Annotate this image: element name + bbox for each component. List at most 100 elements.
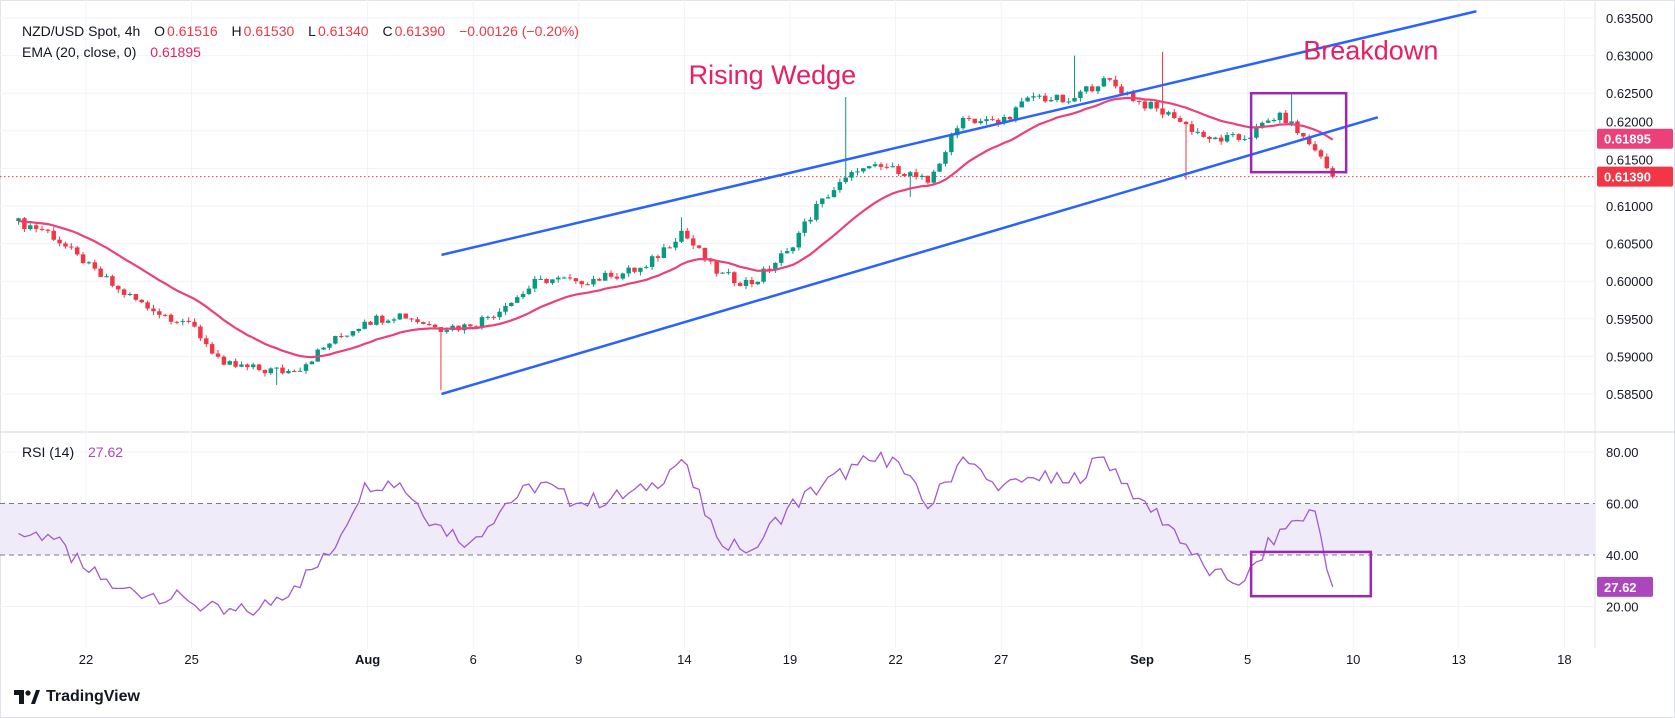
candle-down <box>174 321 180 323</box>
candle-up <box>872 164 878 167</box>
rsi-tick-label: 80.00 <box>1606 445 1639 460</box>
change-value: −0.00126 (−0.20%) <box>459 23 579 39</box>
candle-down <box>1324 156 1330 169</box>
price-tick-label: 0.58500 <box>1606 387 1653 402</box>
x-tick-label: 6 <box>470 652 477 667</box>
candle-up <box>526 288 532 294</box>
candle-up <box>1148 101 1154 109</box>
low-value: 0.61340 <box>317 23 369 39</box>
candle-down <box>608 272 614 277</box>
candle-up <box>984 119 989 122</box>
candle-up <box>1025 97 1030 102</box>
candle-up <box>561 277 567 279</box>
candle-up <box>391 319 397 321</box>
candle-up <box>180 320 186 322</box>
candle-down <box>33 225 39 229</box>
candle-up <box>849 172 854 178</box>
candle-down <box>221 356 227 365</box>
x-tick-label: 13 <box>1452 652 1466 667</box>
candle-down <box>544 278 549 284</box>
candle-down <box>685 230 690 239</box>
candle-up <box>661 247 667 258</box>
x-tick-label: 10 <box>1346 652 1360 667</box>
candle-up <box>673 241 678 248</box>
candle-down <box>702 247 708 261</box>
rising-wedge-label: Rising Wedge <box>689 60 857 90</box>
candle-down <box>1183 121 1189 125</box>
candle-down <box>1042 95 1048 102</box>
candle-up <box>239 364 244 367</box>
price-tick-label: 0.60500 <box>1606 237 1653 252</box>
candle-down <box>714 261 719 274</box>
candle-down <box>597 279 602 281</box>
candle-up <box>1048 100 1054 102</box>
candle-up <box>1019 101 1024 108</box>
close-label: C <box>382 23 393 39</box>
candle-down <box>902 173 907 177</box>
candle-down <box>57 239 62 244</box>
candle-up <box>485 316 491 318</box>
breakdown-box <box>1249 91 1348 174</box>
candle-down <box>1312 144 1318 151</box>
candle-down <box>245 364 250 368</box>
candle-up <box>626 267 631 274</box>
candle-up <box>761 268 766 282</box>
candle-up <box>949 135 954 153</box>
price-tick-label: 0.61000 <box>1606 199 1653 214</box>
candle-up <box>1224 134 1230 142</box>
high-value: 0.61530 <box>243 23 295 39</box>
candle-up <box>1195 131 1200 133</box>
candle-up <box>1037 95 1042 97</box>
candle-down <box>292 371 297 373</box>
candle-down <box>1236 134 1242 140</box>
candle-up <box>937 163 942 172</box>
candle-up <box>344 335 350 337</box>
tradingview-icon <box>14 690 40 704</box>
candle-down <box>69 246 74 248</box>
candle-up <box>908 172 913 177</box>
rsi-legend: RSI (14) 27.62 <box>22 444 125 460</box>
x-tick-label: 18 <box>1557 652 1571 667</box>
candle-down <box>338 336 344 338</box>
tradingview-logo[interactable]: TradingView <box>14 688 140 706</box>
candle-up <box>954 128 960 136</box>
candle-down <box>1207 136 1212 140</box>
candle-up <box>1230 134 1236 136</box>
candle-down <box>1295 121 1300 134</box>
x-tick-label: 22 <box>79 652 93 667</box>
candle-up <box>1289 121 1294 124</box>
candle-down <box>280 367 285 374</box>
candle-down <box>368 321 373 325</box>
candle-down <box>696 245 702 248</box>
candle-down <box>116 285 121 290</box>
candle-down <box>415 319 420 323</box>
candle-down <box>39 228 45 230</box>
low-label: L <box>308 23 316 39</box>
candle-down <box>215 353 221 357</box>
candle-up <box>620 273 626 279</box>
candle-up <box>556 277 561 280</box>
candle-up <box>831 190 837 198</box>
candle-down <box>567 277 573 279</box>
x-tick-label: Aug <box>355 652 380 667</box>
price-badge-close <box>1597 166 1673 187</box>
rsi-badge-text: 27.62 <box>1604 580 1637 595</box>
candle-down <box>896 166 901 174</box>
candle-down <box>1060 94 1066 103</box>
candle-up <box>778 253 784 263</box>
candle-down <box>51 230 56 240</box>
candle-up <box>479 317 485 328</box>
candle-up <box>855 171 860 173</box>
candle-up <box>520 293 526 298</box>
candle-down <box>262 369 268 374</box>
candle-up <box>509 302 514 307</box>
candle-down <box>209 344 215 354</box>
candle-up <box>309 361 315 365</box>
candle-down <box>151 308 156 312</box>
candle-up <box>720 272 725 274</box>
candle-down <box>878 164 884 167</box>
candle-up <box>397 313 403 320</box>
price-badge-ema <box>1597 128 1673 149</box>
candle-down <box>708 260 714 262</box>
